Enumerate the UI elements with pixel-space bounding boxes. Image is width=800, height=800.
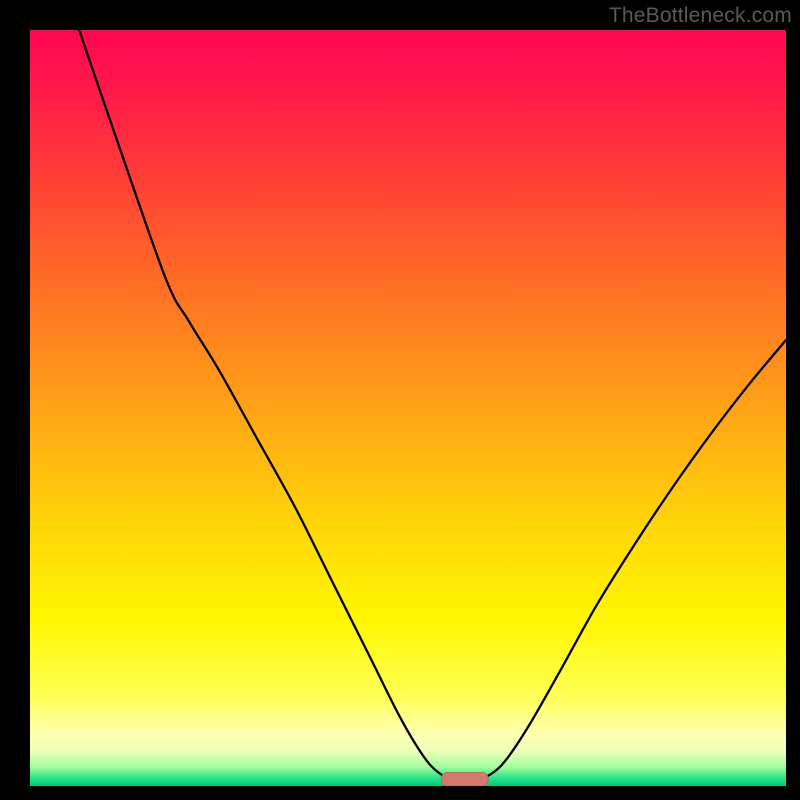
optimal-marker bbox=[441, 772, 488, 786]
chart-plot-area bbox=[30, 30, 786, 786]
gradient-background bbox=[30, 30, 786, 786]
watermark-text: TheBottleneck.com bbox=[609, 4, 792, 28]
bottleneck-chart bbox=[30, 30, 786, 786]
